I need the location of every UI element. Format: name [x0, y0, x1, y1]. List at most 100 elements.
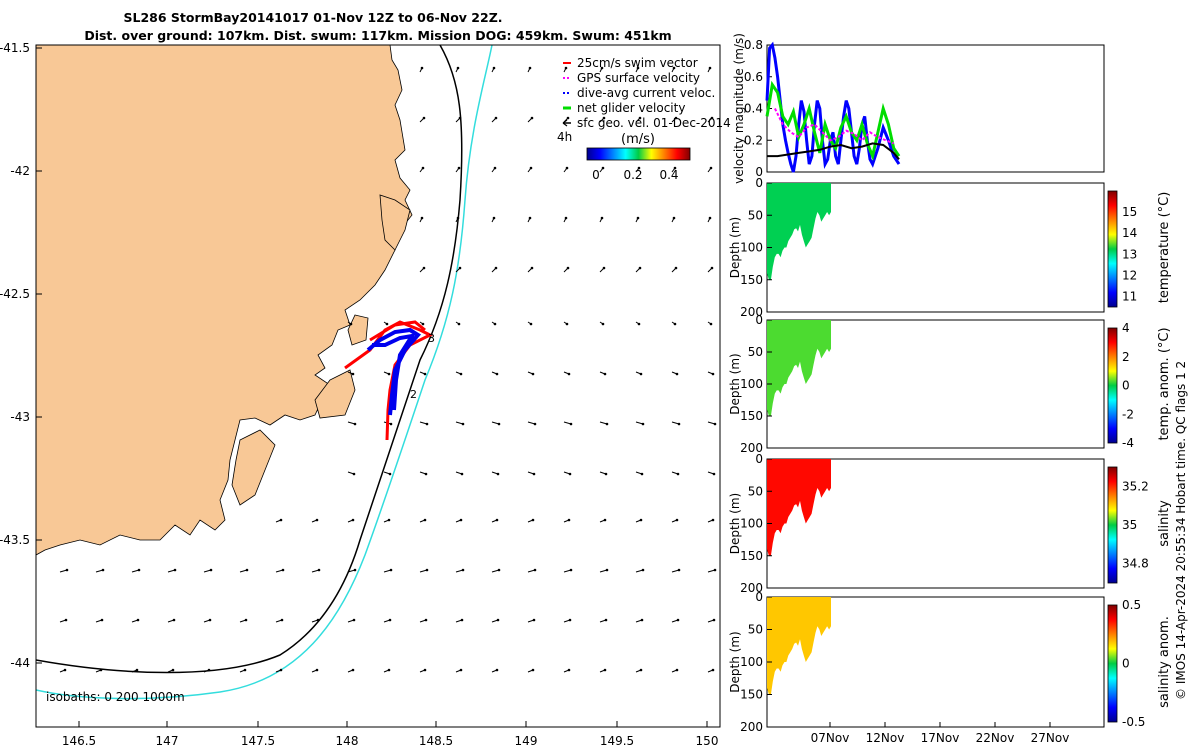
- current-vector-head: [424, 618, 428, 622]
- current-vector-head: [351, 372, 355, 376]
- current-vector-head: [529, 322, 533, 326]
- velocity-series-line: [774, 108, 895, 145]
- map-y-tick-label: -43.5: [0, 533, 30, 547]
- current-vector-head: [673, 166, 677, 170]
- legend-label-gps: GPS surface velocity: [577, 71, 700, 85]
- current-vector-head: [137, 568, 141, 572]
- current-vector-head: [245, 568, 249, 572]
- velocity-ylabel: velocity magnitude (m/s): [732, 33, 746, 184]
- map-colorbar-tick-2: 0.4: [659, 168, 678, 182]
- velocity-y-tick-label: 0.2: [744, 133, 763, 147]
- map-colorbar-tick-0: 0: [592, 168, 600, 182]
- depth-y-tick-label: 0: [755, 590, 763, 604]
- current-vector-head: [710, 116, 714, 120]
- depth-section-fill: [767, 459, 831, 556]
- current-vector-head: [422, 266, 426, 270]
- current-vector-head: [531, 668, 535, 672]
- current-vector-head: [709, 166, 713, 170]
- current-vector-head: [531, 372, 535, 376]
- current-vector-head: [639, 668, 643, 672]
- current-vector-head: [602, 116, 606, 120]
- current-vector-head: [601, 166, 605, 170]
- current-vector-head: [569, 568, 573, 572]
- current-vector-head: [461, 422, 465, 426]
- current-vector-head: [495, 372, 499, 376]
- depth-colorbar: [1107, 327, 1118, 444]
- current-vector-head: [709, 322, 713, 326]
- current-vector-head: [568, 618, 572, 622]
- velocity-y-tick-label: 0.4: [744, 102, 763, 116]
- map-frame: [35, 44, 721, 728]
- time-x-tick-label: 17Nov: [921, 731, 960, 745]
- current-vector-head: [529, 166, 533, 170]
- current-vector-head: [279, 518, 283, 522]
- depth-colorbar-tick-label: 34.8: [1122, 557, 1149, 571]
- depth-y-tick-label: 50: [748, 484, 763, 498]
- map-y-tick-label: -44: [10, 656, 30, 670]
- track-label-2: 2: [410, 388, 417, 401]
- time-x-tick-label: 12Nov: [866, 731, 905, 745]
- current-vector-head: [64, 618, 68, 622]
- current-vector-head: [136, 618, 140, 622]
- current-vector-head: [387, 668, 391, 672]
- depth-colorbar: [1107, 190, 1118, 308]
- map-x-tick-label: 147.5: [241, 734, 275, 748]
- depth-colorbar-tick-label: 14: [1122, 226, 1137, 240]
- depth-colorbar-tick-label: 0: [1122, 657, 1130, 671]
- current-vector-head: [100, 618, 104, 622]
- current-vector-head: [207, 668, 211, 672]
- current-vector-head: [603, 518, 607, 522]
- depth-colorbar-tick-label: 2: [1122, 350, 1130, 364]
- depth-colorbar-tick-label: -0.5: [1122, 715, 1145, 729]
- current-vector-head: [567, 668, 571, 672]
- current-vector-head: [530, 266, 534, 270]
- current-vector-head: [423, 372, 427, 376]
- depth-y-tick-label: 200: [740, 441, 763, 455]
- map-y-tick-label: -43: [10, 410, 30, 424]
- depth-y-tick-label: 0: [755, 176, 763, 190]
- map-x-tick-label: 148: [336, 734, 359, 748]
- velocity-series-line: [765, 80, 901, 162]
- current-vector-head: [421, 322, 425, 326]
- current-vector-head: [566, 266, 570, 270]
- current-vector-head: [351, 668, 355, 672]
- current-vector-head: [494, 266, 498, 270]
- current-vector-head: [637, 166, 641, 170]
- current-vector-head: [244, 618, 248, 622]
- depth-y-tick-label: 200: [740, 305, 763, 319]
- island-maria: [379, 194, 411, 251]
- depth-y-tick-label: 100: [740, 517, 763, 531]
- isobath-200m: [36, 45, 463, 674]
- legend-label-swim: 25cm/s swim vector: [577, 56, 698, 70]
- current-vector-head: [532, 618, 536, 622]
- current-vector-head: [601, 322, 605, 326]
- current-vector-head: [496, 472, 500, 476]
- current-vector-head: [672, 216, 676, 220]
- depth-colorbar: [1107, 466, 1118, 584]
- current-vector-head: [713, 568, 717, 572]
- map-colorbar: (m/s) 0 0.2 0.4: [586, 132, 691, 182]
- time-x-tick-label: 27Nov: [1031, 731, 1070, 745]
- current-vector-head: [641, 568, 645, 572]
- map-x-axis: 146.5 147 147.5 148 148.5 149 149.5 150: [62, 721, 718, 748]
- time-x-tick-label: 22Nov: [976, 731, 1015, 745]
- current-vector-head: [600, 216, 604, 220]
- depth-colorbar-label: salinity anom.: [1157, 616, 1172, 708]
- map-x-tick-label: 146.5: [62, 734, 96, 748]
- depth-y-tick-label: 150: [740, 409, 763, 423]
- current-vector-head: [710, 266, 714, 270]
- depth-y-tick-label: 200: [740, 720, 763, 734]
- depth-colorbar-label: salinity: [1157, 500, 1172, 547]
- current-vector-head: [388, 618, 392, 622]
- current-vector-head: [420, 66, 424, 70]
- depth-y-tick-label: 0: [755, 452, 763, 466]
- depth-colorbar-tick-label: 15: [1122, 205, 1137, 219]
- bruny-island: [231, 429, 276, 506]
- current-vector-head: [420, 216, 424, 220]
- depth-colorbar-tick-label: 4: [1122, 321, 1130, 335]
- current-vector-head: [708, 216, 712, 220]
- depth-colorbar-tick-label: 12: [1122, 268, 1137, 282]
- current-vector-head: [636, 66, 640, 70]
- current-vector-head: [424, 472, 428, 476]
